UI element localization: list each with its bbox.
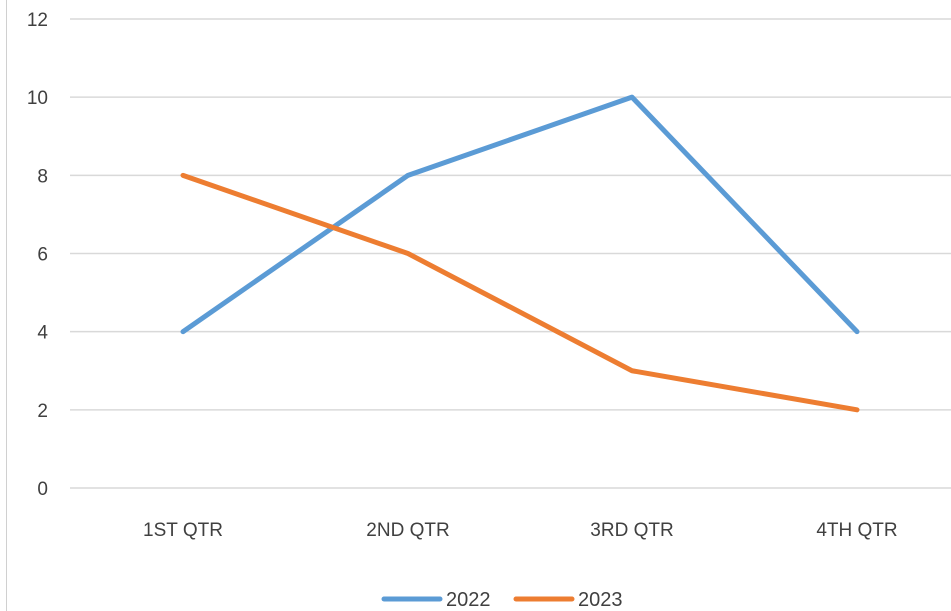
series-line-2023 — [180, 172, 860, 413]
y-tick-label: 12 — [27, 10, 48, 31]
y-tick-label: 2 — [37, 401, 48, 422]
y-tick-label: 0 — [37, 479, 48, 500]
x-tick-label: 2ND QTR — [366, 520, 449, 541]
x-tick-label: 3RD QTR — [590, 520, 673, 541]
x-tick-label: 1ST QTR — [143, 520, 223, 541]
legend: 2022 2023 — [381, 589, 623, 611]
legend-label: 2022 — [446, 589, 491, 611]
x-tick-label: 4TH QTR — [816, 520, 897, 541]
legend-item-2023: 2023 — [513, 589, 623, 611]
series-lines — [180, 94, 860, 413]
y-axis-tick-labels: 0 2 4 6 8 10 12 — [27, 10, 49, 500]
y-tick-label: 10 — [27, 88, 48, 109]
series-line-2022 — [180, 94, 860, 335]
y-tick-label: 4 — [37, 323, 48, 344]
legend-label: 2023 — [578, 589, 623, 611]
gridlines — [70, 18, 951, 489]
y-tick-label: 6 — [37, 245, 48, 266]
y-tick-label: 8 — [37, 166, 48, 187]
chart-frame-left-border — [6, 0, 7, 611]
legend-item-2022: 2022 — [381, 589, 491, 611]
x-axis-tick-labels: 1ST QTR 2ND QTR 3RD QTR 4TH QTR — [143, 520, 898, 541]
